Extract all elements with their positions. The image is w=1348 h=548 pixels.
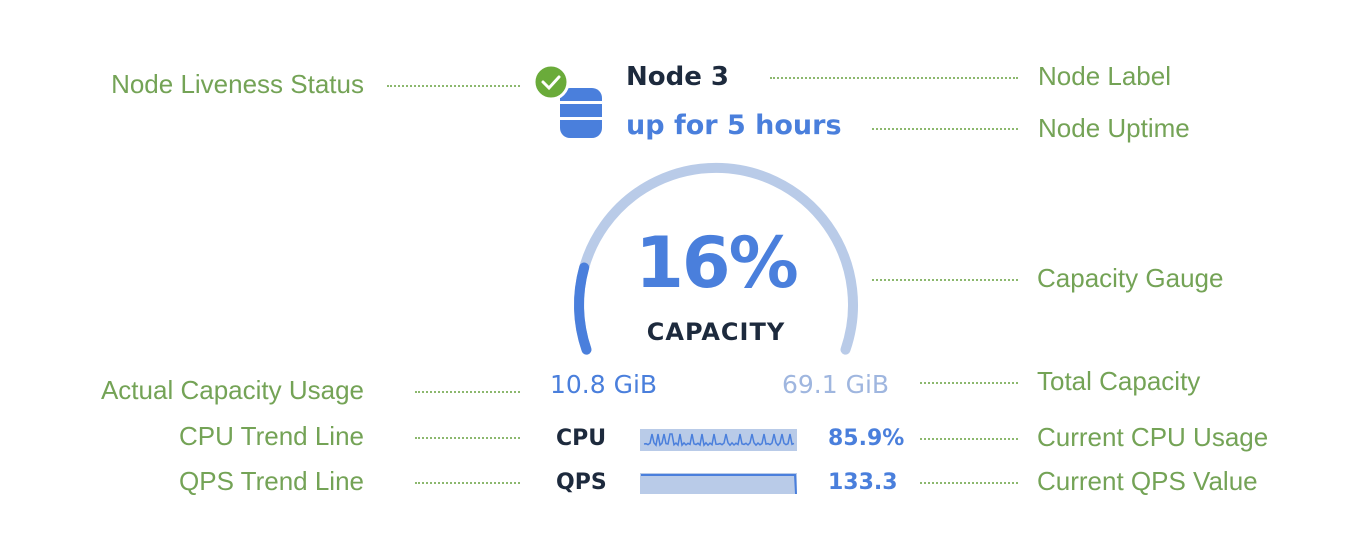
annotation-node-uptime: Node Uptime bbox=[1038, 113, 1190, 143]
qps-value: 133.3 bbox=[828, 470, 898, 495]
node-label[interactable]: Node 3 bbox=[626, 62, 730, 92]
leader-line bbox=[872, 279, 1018, 281]
qps-label: QPS bbox=[556, 470, 607, 495]
leader-line bbox=[387, 85, 520, 87]
qps-trend-line bbox=[641, 474, 797, 495]
annotation-qps-trend: QPS Trend Line bbox=[179, 466, 364, 496]
annotation-node-label: Node Label bbox=[1038, 61, 1171, 91]
annotation-cpu-trend: CPU Trend Line bbox=[179, 421, 364, 451]
leader-line bbox=[415, 482, 520, 484]
capacity-total: 69.1 GiB bbox=[782, 370, 890, 399]
qps-sparkline-bg bbox=[640, 473, 797, 494]
leader-line bbox=[920, 482, 1018, 484]
gauge-fill bbox=[574, 262, 592, 355]
leader-line bbox=[770, 77, 1018, 79]
annotation-current-cpu: Current CPU Usage bbox=[1037, 422, 1269, 452]
annotation-total-capacity: Total Capacity bbox=[1037, 366, 1201, 396]
leader-line bbox=[415, 391, 520, 393]
capacity-used: 10.8 GiB bbox=[550, 370, 658, 399]
leader-line bbox=[872, 128, 1018, 130]
node-uptime: up for 5 hours bbox=[626, 110, 842, 141]
database-icon bbox=[560, 88, 602, 138]
leader-line bbox=[415, 437, 520, 439]
annotation-actual-usage: Actual Capacity Usage bbox=[100, 375, 364, 405]
annotation-liveness: Node Liveness Status bbox=[111, 69, 364, 99]
leader-line bbox=[920, 438, 1018, 440]
capacity-percent: 16% bbox=[635, 222, 799, 304]
annotation-current-qps: Current QPS Value bbox=[1037, 466, 1258, 496]
cpu-sparkline-bg bbox=[640, 429, 797, 451]
cpu-label: CPU bbox=[556, 426, 607, 451]
leader-line bbox=[920, 382, 1018, 384]
check-circle-icon bbox=[532, 63, 570, 101]
annotation-capacity-gauge: Capacity Gauge bbox=[1037, 263, 1224, 293]
cpu-trend-line bbox=[643, 433, 795, 447]
cpu-value: 85.9% bbox=[828, 426, 905, 451]
capacity-caption: CAPACITY bbox=[646, 318, 786, 346]
